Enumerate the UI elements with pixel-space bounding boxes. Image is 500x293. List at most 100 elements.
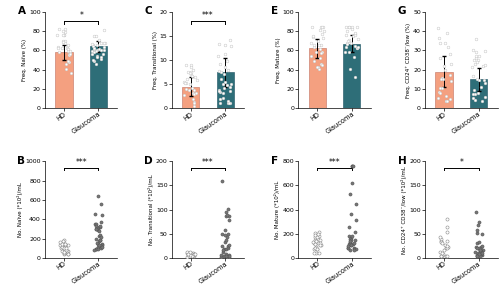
Bar xyxy=(56,52,72,108)
Point xyxy=(442,239,450,243)
Point xyxy=(311,237,319,242)
Text: C: C xyxy=(144,6,152,16)
Point xyxy=(60,30,68,34)
Point xyxy=(224,254,232,259)
Point xyxy=(54,45,62,50)
Point xyxy=(224,101,232,106)
Point xyxy=(94,227,102,232)
Text: A: A xyxy=(18,6,25,16)
Point xyxy=(318,25,326,30)
Point xyxy=(344,246,352,251)
Point xyxy=(182,62,190,67)
Point xyxy=(100,27,108,32)
Point xyxy=(344,29,351,34)
Point xyxy=(184,251,192,256)
Point xyxy=(342,45,349,49)
Point xyxy=(216,88,224,92)
Point xyxy=(476,248,484,253)
Point xyxy=(437,76,445,81)
Point xyxy=(346,41,354,46)
Point xyxy=(186,71,194,75)
Point xyxy=(90,46,98,51)
Point xyxy=(60,33,68,38)
Point xyxy=(224,101,232,106)
Point xyxy=(226,38,234,42)
Point xyxy=(182,81,190,86)
Point xyxy=(92,247,100,251)
Point xyxy=(434,25,442,30)
Point xyxy=(94,245,102,250)
Point xyxy=(181,81,189,85)
Point xyxy=(436,86,444,90)
Point xyxy=(96,224,104,229)
Point xyxy=(351,32,359,37)
Point xyxy=(314,64,322,69)
Point xyxy=(444,243,452,248)
Point xyxy=(61,242,69,246)
Point xyxy=(193,78,201,83)
Point xyxy=(188,86,196,90)
Point xyxy=(62,67,70,71)
Point xyxy=(317,61,325,66)
Point xyxy=(344,39,352,44)
Point xyxy=(437,240,445,245)
Point xyxy=(316,47,324,51)
Point xyxy=(307,41,315,45)
Point xyxy=(184,251,192,256)
Point xyxy=(100,47,108,52)
Point xyxy=(475,252,483,257)
Point xyxy=(222,246,230,251)
Point xyxy=(190,103,198,108)
Point xyxy=(478,248,486,253)
Point xyxy=(479,64,487,69)
Point xyxy=(188,74,196,78)
Point xyxy=(437,239,445,243)
Y-axis label: Freq. Transitional (%): Freq. Transitional (%) xyxy=(152,31,158,89)
Point xyxy=(344,246,352,250)
Point xyxy=(468,91,476,96)
Point xyxy=(60,251,68,255)
Point xyxy=(352,74,360,79)
Point xyxy=(62,39,70,43)
Point xyxy=(221,42,229,47)
Point xyxy=(180,79,188,84)
Point xyxy=(349,242,357,247)
Point xyxy=(348,164,356,168)
Point xyxy=(92,61,100,66)
Point xyxy=(346,248,354,253)
Point xyxy=(186,81,194,86)
Point xyxy=(346,240,354,244)
Point xyxy=(473,254,481,259)
Point xyxy=(187,64,195,69)
Point xyxy=(94,229,102,234)
Point xyxy=(438,85,446,90)
Point xyxy=(64,46,72,51)
Point xyxy=(346,67,354,71)
Point xyxy=(60,243,68,248)
Point xyxy=(446,96,454,101)
Point xyxy=(216,96,224,101)
Point xyxy=(219,96,227,100)
Point xyxy=(345,38,353,42)
Point xyxy=(438,254,446,259)
Point xyxy=(224,214,232,219)
Text: D: D xyxy=(144,156,153,166)
Point xyxy=(98,241,106,246)
Point xyxy=(64,52,72,57)
Point xyxy=(436,250,444,254)
Point xyxy=(191,74,199,79)
Point xyxy=(442,98,450,103)
Point xyxy=(352,202,360,207)
Point xyxy=(222,254,230,259)
Point xyxy=(95,38,103,42)
Text: G: G xyxy=(398,6,406,16)
Point xyxy=(316,241,324,246)
Point xyxy=(66,52,74,56)
Point xyxy=(440,63,448,68)
Bar xyxy=(216,72,234,108)
Point xyxy=(310,240,318,244)
Point xyxy=(88,52,96,57)
Point xyxy=(476,220,484,224)
Point xyxy=(477,245,485,250)
Point xyxy=(441,67,449,72)
